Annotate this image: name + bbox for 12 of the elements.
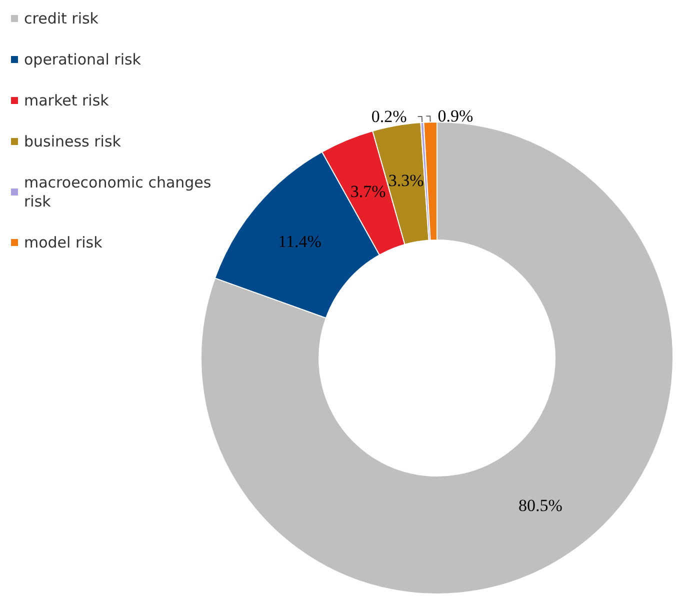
- legend-label: macroeconomic changes risk: [24, 174, 216, 210]
- data-label: 3.7%: [350, 182, 386, 202]
- legend-label: credit risk: [24, 10, 99, 28]
- legend-label: business risk: [24, 132, 122, 150]
- legend-label: market risk: [24, 92, 110, 110]
- data-label: 0.2%: [371, 106, 407, 126]
- legend-label: operational risk: [24, 50, 142, 68]
- data-label: 0.9%: [438, 106, 474, 126]
- data-label: 80.5%: [518, 496, 562, 515]
- data-label: 3.3%: [388, 171, 424, 190]
- data-label: 11.4%: [278, 232, 322, 252]
- legend-label: model risk: [24, 234, 103, 252]
